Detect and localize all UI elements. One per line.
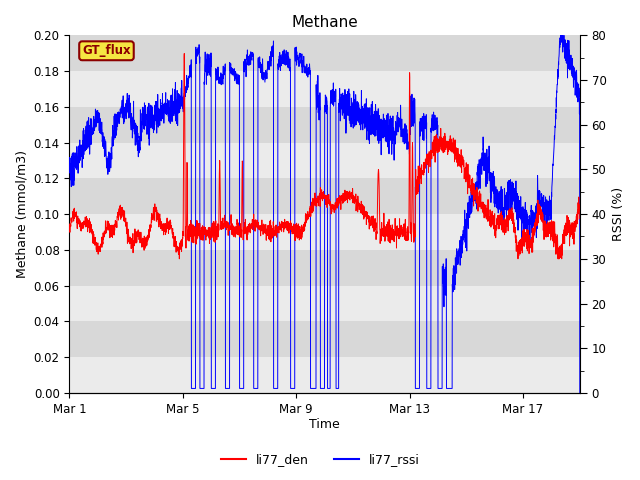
Bar <box>69 357 580 393</box>
Y-axis label: RSSI (%): RSSI (%) <box>612 187 625 241</box>
X-axis label: Time: Time <box>309 419 340 432</box>
Y-axis label: Methane (mmol/m3): Methane (mmol/m3) <box>15 150 28 278</box>
Text: GT_flux: GT_flux <box>82 44 131 57</box>
Bar <box>69 143 580 179</box>
Legend: li77_den, li77_rssi: li77_den, li77_rssi <box>216 448 424 471</box>
Title: Methane: Methane <box>291 15 358 30</box>
Bar <box>69 36 580 71</box>
Bar <box>69 107 580 143</box>
Bar <box>69 214 580 250</box>
Bar <box>69 286 580 322</box>
Bar <box>69 250 580 286</box>
Bar <box>69 322 580 357</box>
Bar <box>69 179 580 214</box>
Bar <box>69 71 580 107</box>
